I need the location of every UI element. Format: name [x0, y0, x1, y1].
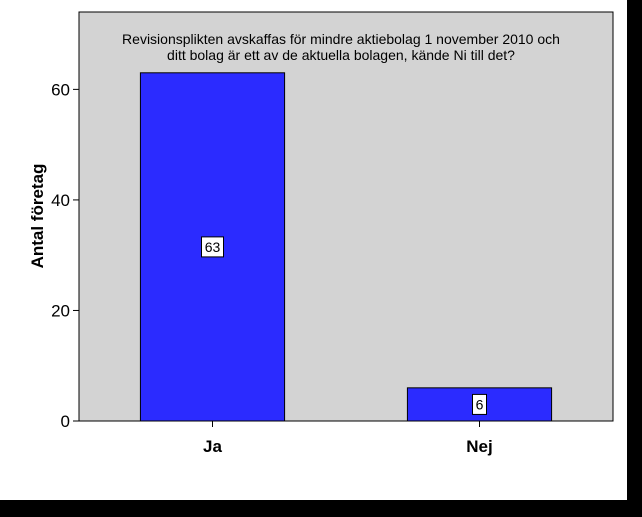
y-tick-label-0: 0: [61, 412, 70, 431]
chart-title-line-2: ditt bolag är ett av de aktuella bolagen…: [167, 47, 515, 63]
y-tick-label-20: 20: [51, 301, 70, 320]
data-label-ja: 63: [205, 239, 221, 255]
y-tick-label-60: 60: [51, 80, 70, 99]
x-tick-label-ja: Ja: [203, 437, 222, 456]
bar-chart: 63 6 Ja Nej 0 20 40 60 Revisionsplikten avskaf…: [28, 11, 614, 456]
data-label-box-ja: [201, 236, 224, 258]
bars-layer: 63 6: [139, 72, 553, 422]
axes-layer: Ja Nej 0 20 40 60: [51, 80, 493, 456]
data-label-box-nej: [472, 393, 487, 415]
y-axis-title: Antal företag: [28, 164, 47, 269]
data-label-nej: 6: [476, 396, 484, 412]
y-tick-label-40: 40: [51, 191, 70, 210]
x-tick-label-nej: Nej: [466, 437, 492, 456]
chart-frame: 63 6 Ja Nej 0 20 40 60 Revisionsplikten avskaf…: [0, 0, 627, 500]
chart-title-line-1: Revisionsplikten avskaffas för mindre ak…: [122, 31, 560, 47]
